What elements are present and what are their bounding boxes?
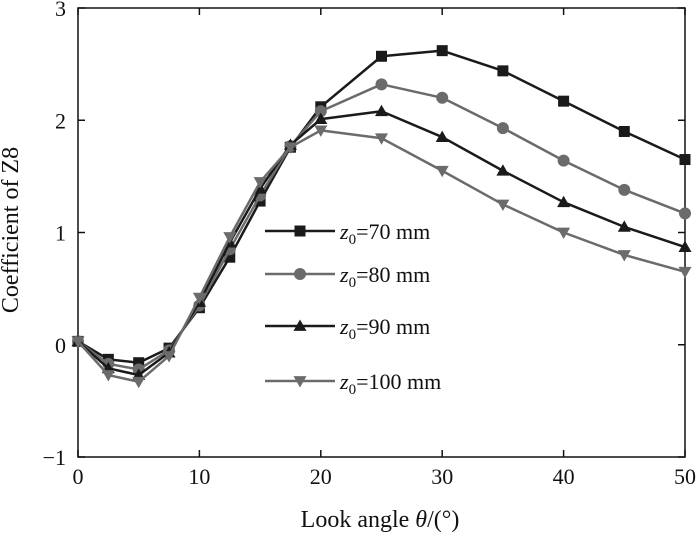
legend-label: z0=80 mm xyxy=(339,262,430,291)
data-point xyxy=(497,65,509,77)
data-point xyxy=(618,125,630,137)
legend-label: z0=100 mm xyxy=(339,369,441,398)
legend-item-1: z0=70 mm xyxy=(265,219,430,248)
data-point xyxy=(435,130,449,142)
legend-marker xyxy=(294,268,306,280)
x-tick-label: 50 xyxy=(674,464,696,489)
x-tick-label: 20 xyxy=(310,464,332,489)
data-point xyxy=(496,199,510,211)
legend-marker xyxy=(293,376,307,388)
x-tick-label: 40 xyxy=(553,464,575,489)
data-point xyxy=(436,91,449,104)
data-point xyxy=(496,164,510,176)
data-point xyxy=(314,112,328,125)
data-point xyxy=(376,50,387,62)
data-point xyxy=(132,376,146,389)
data-point xyxy=(314,125,328,137)
y-tick-label: −1 xyxy=(43,445,66,470)
y-tick-label: 1 xyxy=(55,221,66,246)
legend-item-3: z0=90 mm xyxy=(265,314,430,343)
data-point xyxy=(436,45,448,57)
series-layer xyxy=(71,45,692,389)
data-point xyxy=(101,370,115,382)
data-point xyxy=(618,183,631,196)
legend-marker xyxy=(293,319,307,331)
data-point xyxy=(557,154,570,167)
y-axis-title: Coefficient of Z8 xyxy=(0,147,24,313)
data-point xyxy=(679,154,691,166)
data-point xyxy=(133,357,145,369)
data-point xyxy=(435,165,449,178)
data-point xyxy=(617,250,631,262)
data-point xyxy=(375,78,388,91)
y-tick-label: 2 xyxy=(55,108,66,133)
data-point xyxy=(314,105,327,118)
data-point xyxy=(253,177,267,189)
legend-item-4: z0=100 mm xyxy=(265,369,441,398)
legend-label: z0=90 mm xyxy=(339,314,430,343)
y-tick-label: 3 xyxy=(55,0,66,21)
data-point xyxy=(283,142,297,154)
data-point xyxy=(678,240,692,252)
data-point xyxy=(223,232,237,244)
data-point xyxy=(375,104,388,117)
x-tick-label: 30 xyxy=(431,464,453,489)
x-axis-symbol: θ xyxy=(415,507,427,533)
data-point xyxy=(557,195,571,208)
legend: z0=70 mm z0=80 mm z0=90 mm z0=100 mm xyxy=(265,219,441,398)
x-axis-unit: /(°) xyxy=(427,507,459,533)
legend-label: z0=70 mm xyxy=(339,219,430,248)
data-point xyxy=(678,266,692,279)
data-point xyxy=(192,292,206,305)
data-point xyxy=(679,207,691,220)
data-point xyxy=(71,336,85,348)
legend-marker xyxy=(294,225,306,237)
data-point xyxy=(557,227,571,239)
y-tick-label: 0 xyxy=(55,333,66,358)
x-tick-label: 10 xyxy=(188,464,210,489)
x-axis-label: Look angle xyxy=(301,507,410,533)
x-axis-title: Look angle θ/(°) xyxy=(301,507,460,533)
x-tick-label: 0 xyxy=(73,464,84,489)
legend-item-2: z0=80 mm xyxy=(265,262,430,291)
data-point xyxy=(496,122,509,135)
data-point xyxy=(375,133,388,145)
data-point xyxy=(162,351,176,363)
data-point xyxy=(558,95,570,107)
data-point xyxy=(617,220,631,232)
axis-ticks: 0 10 20 30 40 50 −1 0 1 2 3 xyxy=(43,0,696,489)
data-point xyxy=(224,251,236,263)
series-4 xyxy=(71,125,692,389)
